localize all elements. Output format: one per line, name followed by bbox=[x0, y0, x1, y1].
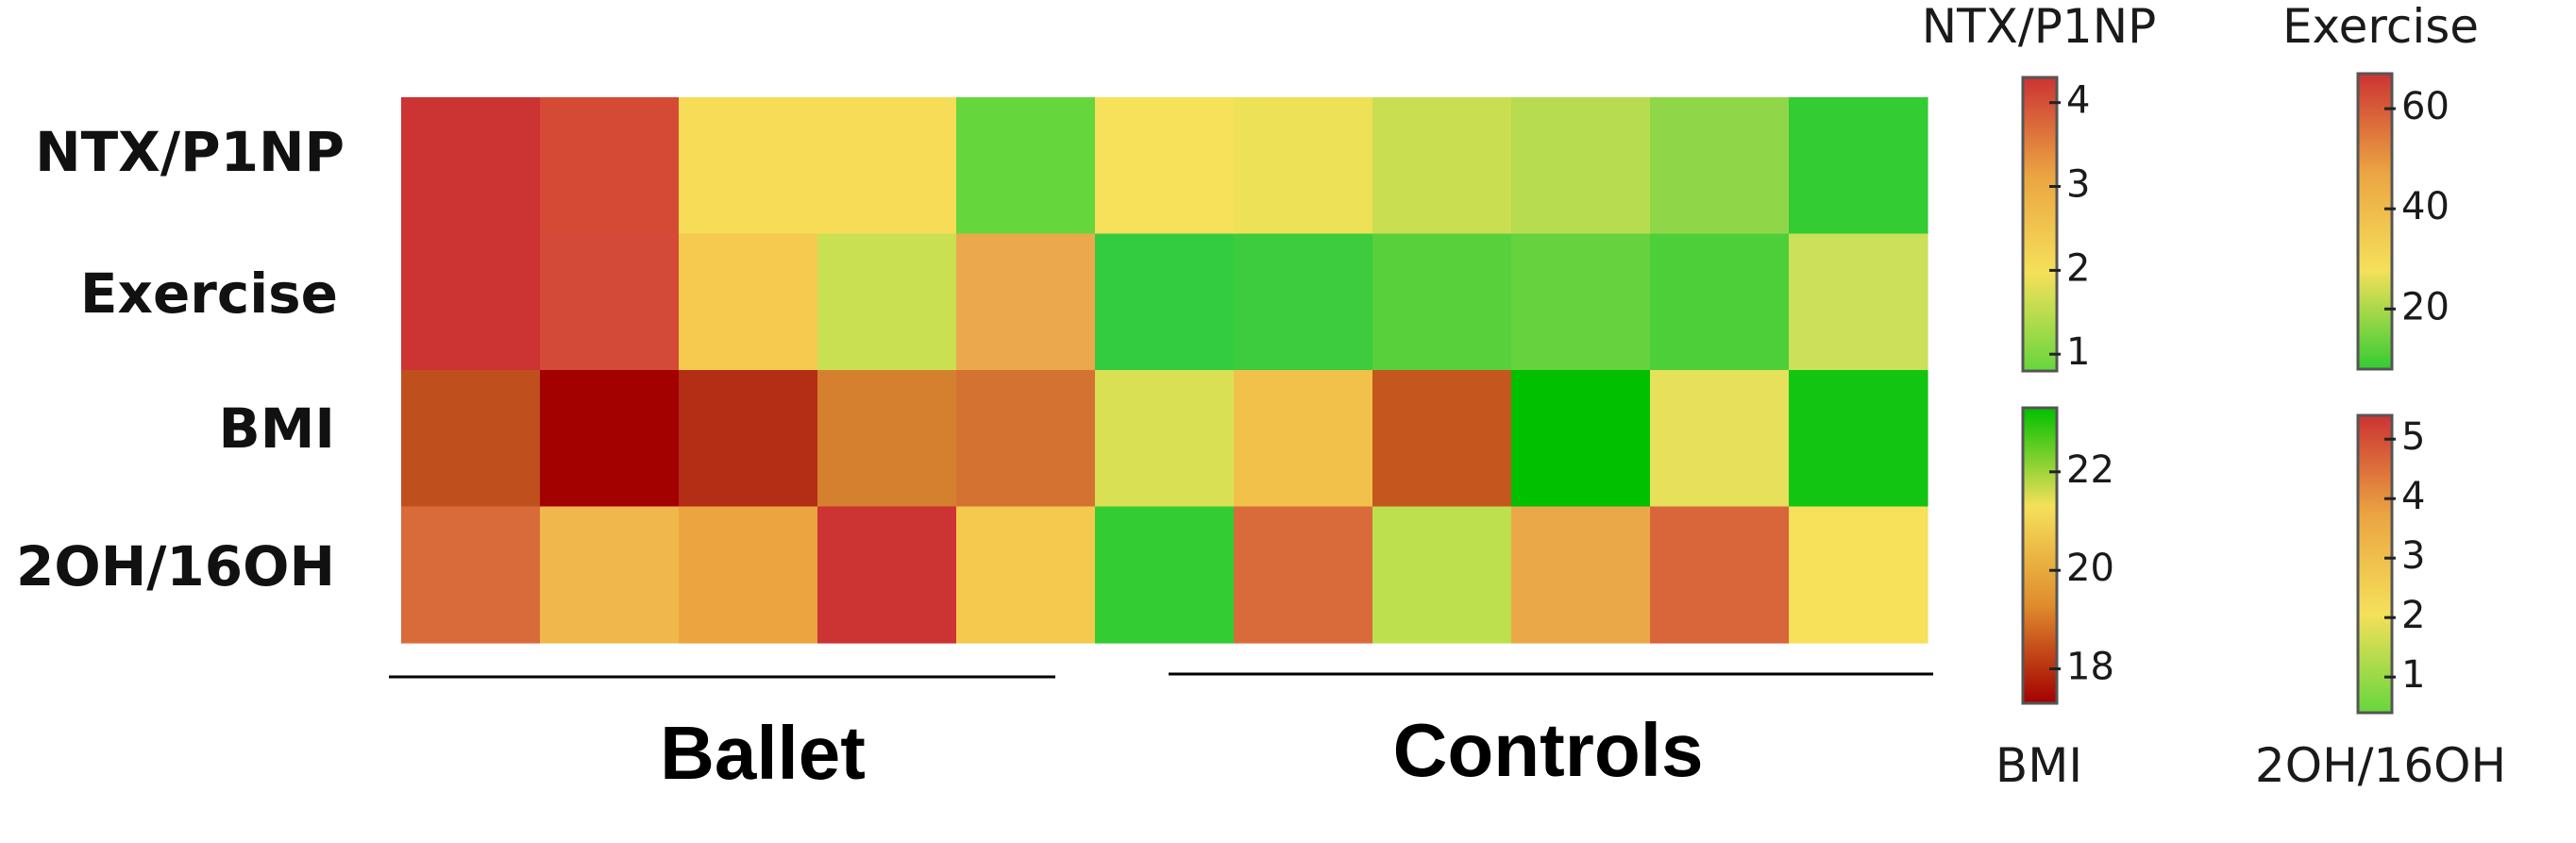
heatmap-cell-r1-c5 bbox=[1095, 233, 1235, 371]
colorbar-tick-label-exercise-60: 60 bbox=[2401, 85, 2450, 128]
heatmap-cells bbox=[401, 97, 1928, 644]
heatmap-cell-r2-c6 bbox=[1234, 370, 1373, 508]
row-label-bmi: BMI bbox=[218, 396, 335, 461]
heatmap-cell-r0-c1 bbox=[540, 97, 680, 235]
heatmap-cell-r2-c0 bbox=[401, 370, 541, 508]
heatmap-cell-r3-c8 bbox=[1511, 506, 1651, 644]
heatmap-cell-r0-c8 bbox=[1511, 97, 1651, 235]
colorbar-tick-label-ntx-p1np-3: 3 bbox=[2066, 163, 2090, 207]
heatmap-cell-r2-c9 bbox=[1650, 370, 1790, 508]
colorbar-ntx-p1np: 1 2 3 4 NTX/P1NP bbox=[1922, 0, 2157, 374]
heatmap-cell-r1-c0 bbox=[401, 233, 541, 371]
row-label-exercise: Exercise bbox=[80, 261, 338, 326]
colorbar-2oh-16oh: 1 2 3 4 5 2OH/16OH bbox=[2255, 413, 2506, 793]
heatmap-cell-r0-c10 bbox=[1789, 97, 1928, 235]
group-label-controls: Controls bbox=[1393, 708, 1704, 792]
heatmap-cell-r3-c10 bbox=[1789, 506, 1928, 644]
row-labels: NTX/P1NP Exercise BMI 2OH/16OH bbox=[16, 120, 345, 599]
colorbar-tick-label-exercise-20: 20 bbox=[2401, 285, 2450, 329]
colorbar-tick-label-bmi-18: 18 bbox=[2066, 646, 2114, 689]
colorbar-tick-label-2oh-16oh-2: 2 bbox=[2401, 594, 2425, 637]
heatmap-cell-r1-c8 bbox=[1511, 233, 1651, 371]
colorbar-tick-label-ntx-p1np-2: 2 bbox=[2066, 246, 2090, 290]
heatmap-cell-r0-c3 bbox=[817, 97, 957, 235]
heatmap-cell-r1-c2 bbox=[679, 233, 818, 371]
heatmap-cell-r2-c8 bbox=[1511, 370, 1651, 508]
colorbar-title-2oh-16oh: 2OH/16OH bbox=[2255, 738, 2506, 793]
heatmap-cell-r1-c9 bbox=[1650, 233, 1790, 371]
heatmap-cell-r0-c9 bbox=[1650, 97, 1790, 235]
colorbar-tick-label-ntx-p1np-4: 4 bbox=[2066, 79, 2090, 123]
colorbar-tick-label-bmi-22: 22 bbox=[2066, 448, 2114, 492]
heatmap-cell-r0-c6 bbox=[1234, 97, 1373, 235]
heatmap-cell-r3-c6 bbox=[1234, 506, 1373, 644]
heatmap-cell-r3-c1 bbox=[540, 506, 680, 644]
colorbar-title-bmi: BMI bbox=[1995, 738, 2082, 793]
colorbar-gradient-bmi bbox=[2021, 406, 2059, 705]
heatmap-cell-r1-c1 bbox=[540, 233, 680, 371]
heatmap-cell-r0-c4 bbox=[956, 97, 1096, 235]
heatmap-cell-r0-c5 bbox=[1095, 97, 1235, 235]
heatmap-cell-r1-c7 bbox=[1372, 233, 1512, 371]
heatmap-cell-r0-c0 bbox=[401, 97, 541, 235]
heatmap-cell-r3-c4 bbox=[956, 506, 1096, 644]
heatmap-cell-r2-c10 bbox=[1789, 370, 1928, 508]
row-label-2oh-16oh: 2OH/16OH bbox=[16, 534, 335, 599]
heatmap-cell-r2-c1 bbox=[540, 370, 680, 508]
colorbar-tick-label-2oh-16oh-1: 1 bbox=[2401, 653, 2425, 697]
heatmap-cell-r2-c7 bbox=[1372, 370, 1512, 508]
colorbar-tick-label-2oh-16oh-4: 4 bbox=[2401, 475, 2425, 518]
heatmap-cell-r2-c4 bbox=[956, 370, 1096, 508]
heatmap-cell-r3-c7 bbox=[1372, 506, 1512, 644]
colorbar-bmi: 18 20 22 BMI bbox=[1995, 406, 2114, 793]
heatmap-cell-r1-c3 bbox=[817, 233, 957, 371]
colorbar-gradient-2oh-16oh bbox=[2356, 413, 2394, 715]
colorbar-title-ntx-p1np: NTX/P1NP bbox=[1922, 0, 2157, 54]
heatmap-cell-r0-c2 bbox=[679, 97, 818, 235]
heatmap-cell-r0-c7 bbox=[1372, 97, 1512, 235]
colorbar-gradient-exercise bbox=[2356, 72, 2394, 371]
colorbar-title-exercise: Exercise bbox=[2282, 0, 2479, 54]
heatmap-cell-r3-c3 bbox=[817, 506, 957, 644]
heatmap-cell-r2-c3 bbox=[817, 370, 957, 508]
heatmap-cell-r3-c5 bbox=[1095, 506, 1235, 644]
colorbar-exercise: 20 40 60 Exercise bbox=[2282, 0, 2479, 371]
heatmap-cell-r2-c5 bbox=[1095, 370, 1235, 508]
heatmap-cell-r3-c2 bbox=[679, 506, 818, 644]
row-label-ntx-p1np: NTX/P1NP bbox=[35, 120, 345, 184]
colorbar-tick-label-2oh-16oh-5: 5 bbox=[2401, 415, 2425, 459]
heatmap-cell-r1-c4 bbox=[956, 233, 1096, 371]
colorbar-gradient-ntx-p1np bbox=[2021, 76, 2059, 373]
colorbar-tick-label-exercise-40: 40 bbox=[2401, 185, 2450, 228]
colorbar-tick-label-bmi-20: 20 bbox=[2066, 547, 2114, 590]
colorbars: 1 2 3 4 NTX/P1NP 20 40 60 Exercise 18 20 22 BMI 1 2 3 4 5… bbox=[1922, 0, 2506, 793]
heatmap-cell-r1-c10 bbox=[1789, 233, 1928, 371]
heatmap-cell-r3-c0 bbox=[401, 506, 541, 644]
colorbar-tick-label-ntx-p1np-1: 1 bbox=[2066, 330, 2090, 374]
heatmap-cell-r1-c6 bbox=[1234, 233, 1373, 371]
group-label-ballet: Ballet bbox=[660, 711, 866, 795]
colorbar-tick-label-2oh-16oh-3: 3 bbox=[2401, 534, 2425, 578]
heatmap-cell-r2-c2 bbox=[679, 370, 818, 508]
heatmap-cell-r3-c9 bbox=[1650, 506, 1790, 644]
